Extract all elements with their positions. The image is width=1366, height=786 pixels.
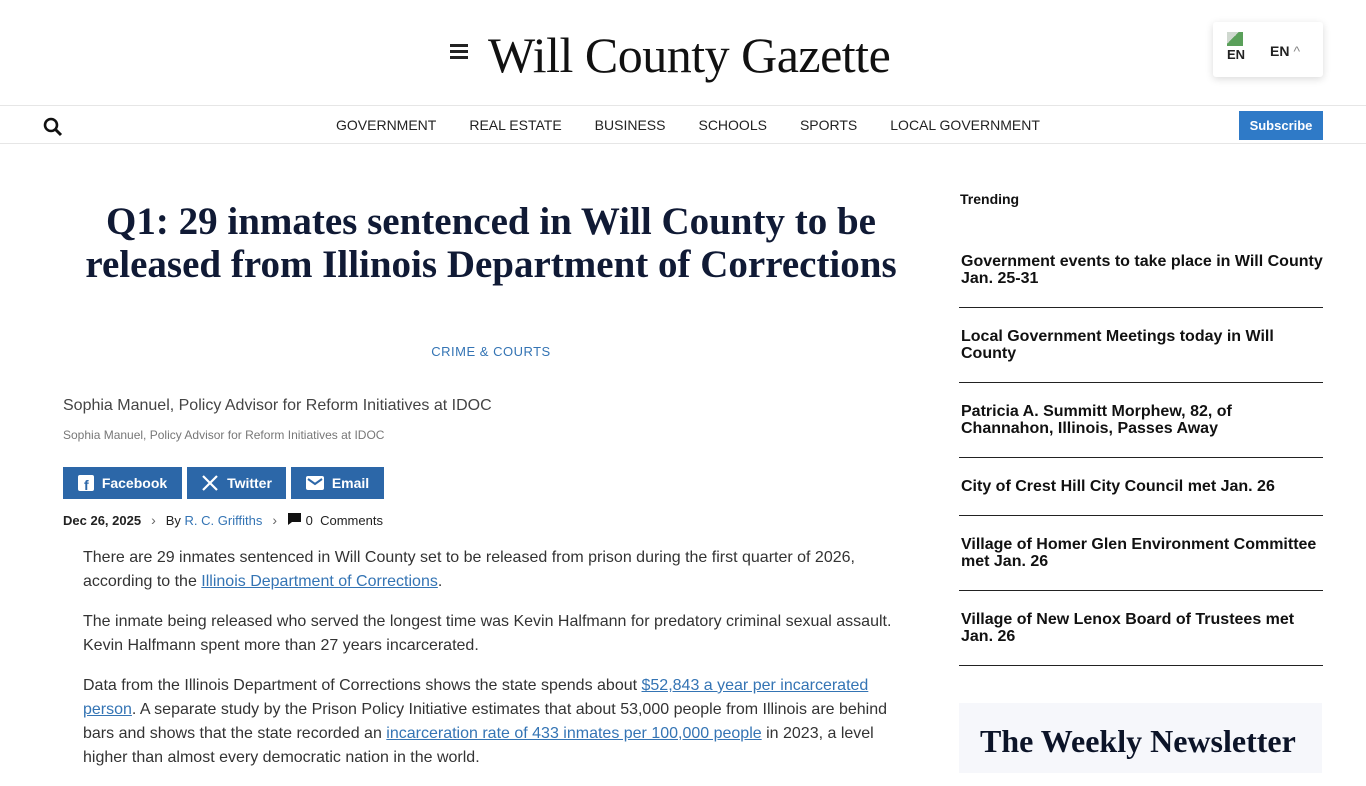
image-caption: Sophia Manuel, Policy Advisor for Reform… bbox=[63, 428, 385, 442]
nav-local-government[interactable]: LOCAL GOVERNMENT bbox=[890, 117, 1040, 133]
twitter-share-button[interactable]: Twitter bbox=[187, 467, 286, 499]
incarceration-rate-link[interactable]: incarceration rate of 433 inmates per 10… bbox=[386, 725, 762, 742]
paragraph: The inmate being released who served the… bbox=[83, 613, 892, 654]
cost-link[interactable]: $52,843 a year per incarcerated person bbox=[83, 677, 869, 718]
chevron-right-icon: › bbox=[272, 512, 277, 528]
trending-item[interactable]: Patricia A. Summitt Morphew, 82, of Chan… bbox=[959, 403, 1323, 458]
paragraph: Data from the Illinois Department of Cor… bbox=[83, 677, 888, 766]
category-link[interactable]: CRIME & COURTS bbox=[431, 344, 551, 359]
publish-date: Dec 26, 2025 bbox=[63, 512, 142, 528]
email-share-button[interactable]: Email bbox=[291, 467, 384, 499]
subscribe-button[interactable]: Subscribe bbox=[1239, 111, 1323, 140]
svg-text:f: f bbox=[84, 477, 89, 491]
facebook-icon: f bbox=[77, 475, 94, 491]
trending-item[interactable]: Village of New Lenox Board of Trustees m… bbox=[959, 611, 1323, 666]
article-body: There are 29 inmates sentenced in Will C… bbox=[83, 546, 903, 786]
language-label: EN bbox=[1270, 43, 1290, 59]
chevron-right-icon: › bbox=[151, 512, 156, 528]
hamburger-menu-icon[interactable] bbox=[450, 44, 468, 62]
trending-item[interactable]: Government events to take place in Will … bbox=[959, 253, 1323, 308]
main-nav: GOVERNMENT REAL ESTATE BUSINESS SCHOOLS … bbox=[0, 106, 1366, 144]
article-meta: Dec 26, 2025 › By R. C. Griffiths › 0 Co… bbox=[63, 512, 383, 528]
email-icon bbox=[305, 476, 324, 490]
facebook-share-button[interactable]: f Facebook bbox=[63, 467, 182, 499]
paragraph: There are 29 inmates sentenced in Will C… bbox=[83, 549, 855, 590]
site-logo[interactable]: Will County Gazette bbox=[488, 27, 891, 83]
trending-item[interactable]: Local Government Meetings today in Will … bbox=[959, 328, 1323, 383]
nav-sports[interactable]: SPORTS bbox=[799, 117, 858, 133]
article-image: Sophia Manuel, Policy Advisor for Reform… bbox=[63, 397, 492, 414]
trending-heading: Trending bbox=[960, 191, 1020, 207]
idoc-link[interactable]: Illinois Department of Corrections bbox=[201, 573, 438, 590]
comment-icon bbox=[288, 513, 301, 525]
flag-icon: EN bbox=[1227, 32, 1245, 62]
author-link[interactable]: R. C. Griffiths bbox=[184, 512, 263, 528]
by-label: By bbox=[165, 512, 181, 528]
nav-schools[interactable]: SCHOOLS bbox=[698, 117, 767, 133]
x-icon bbox=[202, 475, 218, 491]
comments-link[interactable]: 0 Comments bbox=[287, 512, 383, 528]
search-icon[interactable] bbox=[43, 117, 63, 137]
article-title: Q1: 29 inmates sentenced in Will County … bbox=[85, 200, 897, 286]
trending-item[interactable]: City of Crest Hill City Council met Jan.… bbox=[959, 478, 1323, 516]
newsletter-box: The Weekly Newsletter bbox=[959, 703, 1322, 773]
nav-real-estate[interactable]: REAL ESTATE bbox=[469, 117, 562, 133]
chevron-up-icon: ^ bbox=[1293, 43, 1301, 59]
language-selector[interactable]: EN EN ^ bbox=[1213, 22, 1323, 77]
nav-business[interactable]: BUSINESS bbox=[594, 117, 666, 133]
trending-item[interactable]: Village of Homer Glen Environment Commit… bbox=[959, 536, 1323, 591]
site-header: Will County Gazette EN EN ^ bbox=[0, 0, 1366, 106]
nav-government[interactable]: GOVERNMENT bbox=[336, 117, 437, 133]
newsletter-heading: The Weekly Newsletter bbox=[980, 723, 1296, 759]
